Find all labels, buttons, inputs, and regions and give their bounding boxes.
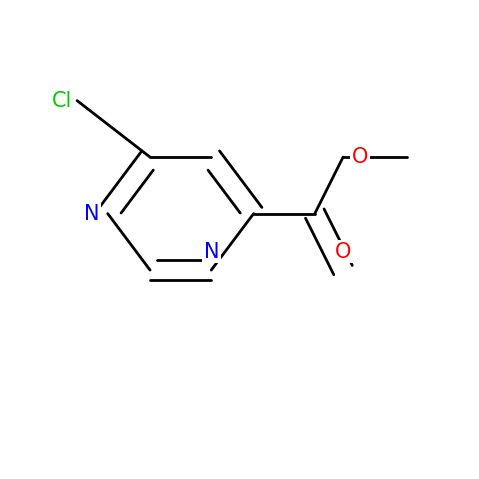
Text: Cl: Cl [52,91,72,111]
Text: O: O [335,241,351,262]
Text: N: N [204,241,219,262]
Text: N: N [84,204,99,224]
Text: O: O [352,147,368,167]
